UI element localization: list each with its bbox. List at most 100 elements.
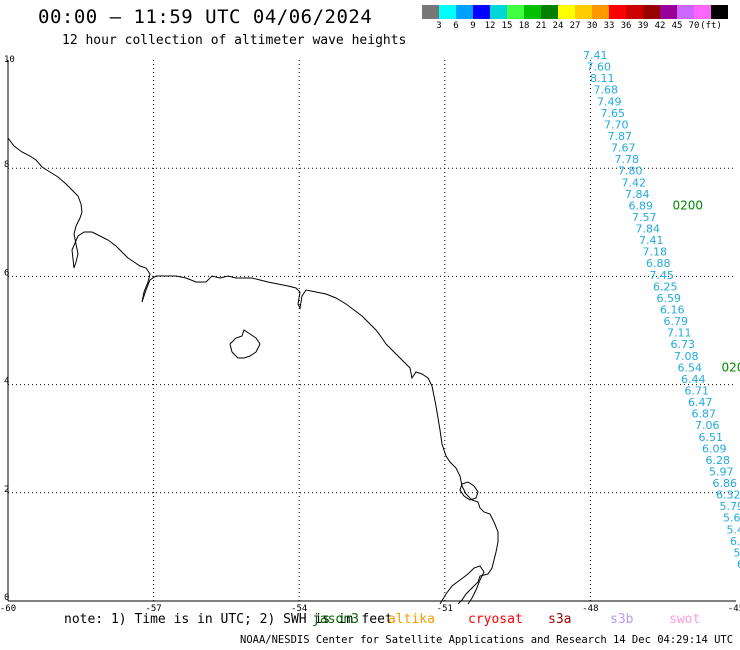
- colorbar-swatch: [677, 5, 694, 19]
- wave-height-value: 5.97: [709, 466, 734, 479]
- map-title: 00:00 – 11:59 UTC 04/06/2024: [38, 6, 373, 28]
- wave-height-value: 6.86: [713, 477, 738, 490]
- x-tick-label: -45: [728, 604, 740, 614]
- colorbar-label: 70: [688, 21, 700, 31]
- wave-height-value: 7.08: [674, 350, 699, 363]
- colorbar-label: 9: [470, 21, 476, 31]
- colorbar-label: 27: [569, 21, 581, 31]
- map-subtitle: 12 hour collection of altimeter wave hei…: [62, 33, 407, 48]
- colorbar-swatch: [456, 5, 473, 19]
- colorbar-swatch: [490, 5, 507, 19]
- x-tick-label: -48: [582, 604, 598, 614]
- wave-height-value: 8.11: [590, 72, 615, 85]
- legend-cryosat: cryosat: [468, 612, 523, 627]
- y-tick-label: 0: [4, 593, 9, 603]
- colorbar-swatch: [626, 5, 643, 19]
- wave-height-value: 6.59: [657, 292, 682, 305]
- colorbar-label: 3: [436, 21, 442, 31]
- colorbar-label: 24: [552, 21, 564, 31]
- wave-height-value: 5.4: [727, 523, 740, 536]
- y-tick-label: 8: [4, 160, 9, 170]
- colorbar-swatch: [541, 5, 558, 19]
- wave-height-value: 7.42: [622, 176, 647, 189]
- wave-height-value: 7.60: [587, 61, 612, 74]
- legend-s3b: s3b: [610, 612, 634, 627]
- wave-height-value: 6.28: [706, 454, 731, 467]
- colorbar-label: 12: [484, 21, 496, 31]
- wave-height-value: 6.73: [671, 338, 696, 351]
- wave-height-value: 7.11: [667, 327, 692, 340]
- wave-height-value: 6.71: [685, 385, 710, 398]
- wave-height-value: 6.: [730, 535, 740, 548]
- footnote: note: 1) Time is in UTC; 2) SWH is in fe…: [64, 612, 393, 627]
- colorbar-swatch: [643, 5, 660, 19]
- wave-height-value: 7.84: [625, 188, 650, 201]
- wave-height-value: 6.51: [699, 431, 724, 444]
- colorbar-label: 39: [637, 21, 649, 31]
- wave-height-value: 5.61: [723, 512, 740, 525]
- wave-height-value: 6.89: [629, 199, 654, 212]
- wave-height-value: 7.41: [583, 49, 608, 62]
- y-tick-label: 4: [4, 377, 9, 387]
- wave-height-value: 6.88: [646, 257, 671, 270]
- colorbar-label: 6: [453, 21, 459, 31]
- wave-height-value: 7.45: [650, 269, 675, 282]
- y-tick-label: 2: [4, 485, 9, 495]
- axis-tick-labels: -60 -57 -54 -51 -48 -45 0 2 4 6 8 10: [0, 55, 740, 614]
- legend-s3a: s3a: [548, 612, 572, 627]
- colorbar-swatch: [694, 5, 711, 19]
- wave-height-value: 7.41: [639, 234, 664, 247]
- wave-height-value: 7.49: [597, 95, 622, 108]
- wave-height-value: 6.44: [681, 373, 706, 386]
- legend-swot: swot: [669, 612, 701, 627]
- x-tick-label: -54: [291, 604, 307, 614]
- colorbar-swatch: [558, 5, 575, 19]
- coastline-amazon-delta: [439, 565, 485, 605]
- wave-height-value: 7.06: [695, 419, 720, 432]
- x-tick-label: -60: [0, 604, 16, 614]
- wave-height-value: 7.68: [594, 84, 619, 97]
- coastline-mainland: [7, 137, 499, 605]
- lat-lon-grid: [8, 60, 736, 601]
- legend-altika: altika: [388, 612, 435, 627]
- y-tick-label: 10: [4, 55, 15, 65]
- wave-height-value: 7.87: [608, 130, 633, 143]
- altimeter-track: 7.417.608.117.687.497.657.707.877.677.78…: [583, 49, 740, 571]
- colorbar-label: 21: [535, 21, 547, 31]
- colorbar-label: 33: [603, 21, 615, 31]
- colorbar-swatch: [473, 5, 490, 19]
- wave-height-value: 6.79: [664, 315, 689, 328]
- wave-height-value: 6.32: [716, 489, 740, 502]
- wave-height-value: 6.25: [653, 280, 678, 293]
- coastline: [7, 137, 499, 605]
- map-frame: [7, 60, 736, 602]
- colorbar-swatch: [711, 5, 728, 19]
- wave-height-value: 7.80: [618, 165, 643, 178]
- colorbar-label: 15: [501, 21, 513, 31]
- colorbar-label: 36: [620, 21, 632, 31]
- colorbar-swatch: [609, 5, 626, 19]
- wave-height-value: 6.54: [678, 361, 703, 374]
- colorbar-swatch: [507, 5, 524, 19]
- colorbar-swatch: [524, 5, 541, 19]
- x-tick-label: -57: [145, 604, 161, 614]
- credit-line: NOAA/NESDIS Center for Satellite Applica…: [240, 634, 740, 646]
- colorbar-label: 45: [671, 21, 683, 31]
- wave-height-value: 6: [737, 558, 740, 571]
- colorbar-label: (ft): [700, 21, 722, 31]
- wave-height-value: 5.79: [720, 500, 740, 513]
- wave-height-value: 7.78: [615, 153, 640, 166]
- coastline-lake-island: [229, 329, 261, 359]
- colorbar-swatch: [660, 5, 677, 19]
- colorbar-swatch: [575, 5, 592, 19]
- wave-height-colorbar: [422, 5, 728, 19]
- legend-jason3: jason3: [312, 612, 359, 627]
- wave-height-value: 6.87: [692, 408, 717, 421]
- colorbar-label: 18: [518, 21, 530, 31]
- wave-height-value: 5.: [734, 546, 740, 559]
- track-time-label: 0201: [722, 360, 740, 374]
- wave-height-value: 7.57: [632, 211, 657, 224]
- wave-height-value: 7.67: [611, 142, 636, 155]
- wave-height-value: 6.09: [702, 442, 727, 455]
